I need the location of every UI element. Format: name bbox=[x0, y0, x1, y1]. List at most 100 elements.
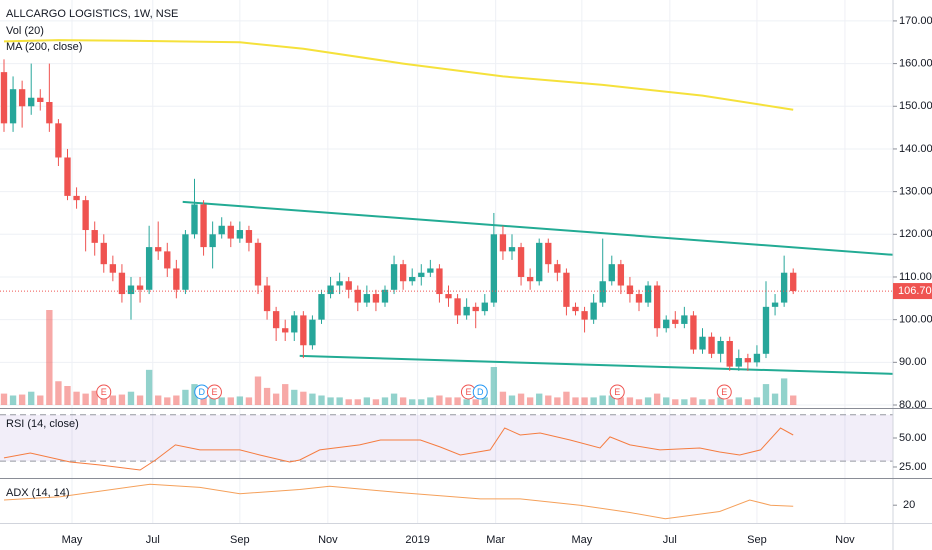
volume-bar bbox=[672, 399, 679, 405]
volume-bar bbox=[663, 397, 670, 405]
candle-body bbox=[145, 247, 153, 290]
volume-bar bbox=[109, 395, 117, 405]
candle-body bbox=[173, 268, 180, 290]
event-marker bbox=[609, 384, 625, 400]
candle-body bbox=[309, 319, 316, 346]
x-tick-label: Jul bbox=[146, 534, 160, 546]
candle-body bbox=[136, 285, 144, 290]
trendline bbox=[299, 354, 894, 375]
candle-body bbox=[191, 204, 198, 235]
candle-body bbox=[663, 319, 670, 329]
candle-body bbox=[336, 281, 343, 286]
volume-bar bbox=[554, 397, 561, 405]
candle-body bbox=[717, 340, 724, 354]
candle-body bbox=[300, 315, 307, 346]
volume-bar bbox=[309, 393, 316, 405]
candle-body bbox=[690, 315, 697, 350]
candle-body bbox=[254, 242, 262, 286]
candle-body bbox=[236, 230, 244, 239]
volume-bar bbox=[744, 399, 752, 405]
volume-bar bbox=[300, 391, 307, 405]
candle-body bbox=[545, 242, 552, 265]
grid bbox=[0, 0, 893, 523]
candle-body bbox=[526, 276, 534, 282]
volume-bar bbox=[771, 393, 779, 405]
volume-bar bbox=[37, 395, 44, 405]
y-tick-label: 170.00 bbox=[899, 15, 932, 27]
candle-body bbox=[463, 306, 470, 316]
volume-bar bbox=[363, 397, 371, 405]
candle-body bbox=[635, 294, 643, 303]
volume-bar bbox=[127, 391, 135, 405]
volume-bar bbox=[327, 397, 334, 405]
y-tick-label: 110.00 bbox=[899, 271, 932, 283]
volume-bar bbox=[708, 399, 715, 405]
candle-body bbox=[345, 281, 352, 290]
event-label: E bbox=[721, 387, 727, 397]
candle-body bbox=[436, 268, 443, 295]
volume-bar bbox=[581, 397, 588, 405]
volume-bar bbox=[164, 397, 171, 405]
volume-bar bbox=[717, 397, 724, 405]
last-price-box bbox=[893, 283, 932, 300]
trendline bbox=[182, 200, 894, 256]
volume-bar bbox=[209, 395, 216, 405]
candle-body bbox=[708, 336, 715, 354]
candle-body bbox=[390, 264, 398, 290]
candle-body bbox=[590, 302, 597, 320]
x-tick-label: Sep bbox=[747, 534, 767, 546]
y-tick-label: 20 bbox=[903, 499, 915, 511]
event-marker bbox=[96, 384, 112, 400]
candle-body bbox=[282, 328, 289, 333]
candle-body bbox=[227, 225, 234, 239]
candle-body bbox=[672, 319, 679, 324]
volume-bar bbox=[282, 384, 289, 405]
candle-body bbox=[55, 123, 62, 158]
candle-body bbox=[744, 358, 752, 363]
candle-body bbox=[272, 311, 280, 329]
y-tick-label: 100.00 bbox=[899, 314, 932, 326]
y-tick-label: 160.00 bbox=[899, 57, 932, 69]
event-label: D bbox=[477, 387, 484, 397]
candle-body bbox=[608, 264, 615, 282]
y-tick-label: 130.00 bbox=[899, 186, 932, 198]
y-tick-label: 80.00 bbox=[899, 399, 927, 411]
x-tick-label: May bbox=[62, 534, 83, 546]
candle-body bbox=[753, 353, 761, 363]
candle-body bbox=[644, 285, 652, 303]
volume-bar bbox=[517, 393, 525, 405]
y-tick-label: 120.00 bbox=[899, 228, 932, 240]
volume-bar bbox=[608, 395, 615, 405]
candle-body bbox=[445, 294, 452, 299]
volume-bar bbox=[254, 376, 262, 405]
candle-body bbox=[617, 264, 625, 286]
candle-body bbox=[409, 276, 416, 282]
event-label: E bbox=[465, 387, 471, 397]
volume-bar bbox=[617, 397, 625, 405]
candle-body bbox=[327, 285, 334, 295]
candle-body bbox=[73, 195, 80, 201]
candle-body bbox=[164, 251, 171, 269]
volume-bar bbox=[427, 397, 434, 405]
volume-bar bbox=[236, 396, 244, 405]
candle-body bbox=[291, 315, 298, 333]
volume-bar bbox=[191, 384, 198, 405]
volume-bar bbox=[780, 378, 788, 405]
volume-bar bbox=[790, 395, 797, 405]
candle-body bbox=[681, 315, 688, 324]
volume-bar bbox=[753, 397, 761, 405]
candle-body bbox=[499, 234, 507, 252]
x-tick-label: Nov bbox=[835, 534, 855, 546]
volume-bar bbox=[46, 310, 53, 405]
volume-bar bbox=[345, 399, 352, 405]
volume-bar bbox=[18, 394, 26, 405]
candle-body bbox=[263, 285, 271, 312]
volume-bar bbox=[318, 395, 325, 405]
volume-bar bbox=[55, 381, 62, 405]
candle-body bbox=[563, 272, 570, 307]
candle-body bbox=[771, 302, 779, 307]
volume-bar bbox=[445, 397, 452, 405]
event-marker bbox=[472, 384, 488, 400]
volume-bar bbox=[436, 395, 443, 405]
last-price-label: 106.70 bbox=[898, 285, 932, 297]
